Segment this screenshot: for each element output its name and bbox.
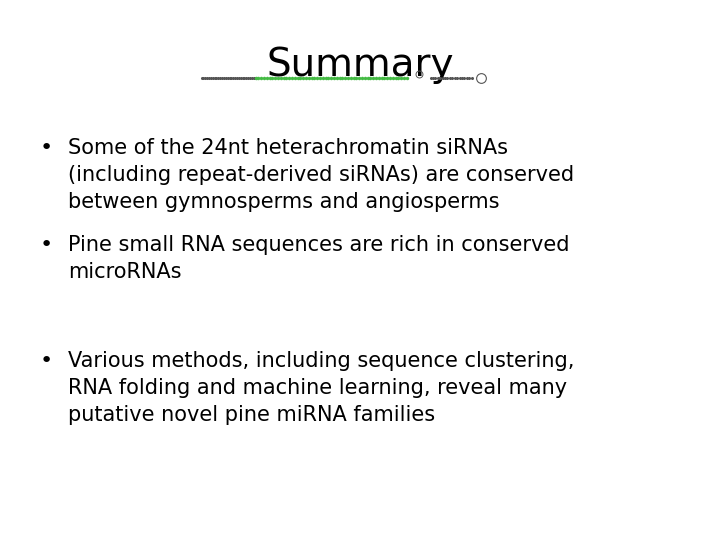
Text: •: • <box>40 235 53 255</box>
Text: Pine small RNA sequences are rich in conserved
microRNAs: Pine small RNA sequences are rich in con… <box>68 235 570 282</box>
Text: •: • <box>40 351 53 371</box>
Text: •: • <box>40 138 53 158</box>
Text: Various methods, including sequence clustering,
RNA folding and machine learning: Various methods, including sequence clus… <box>68 351 575 426</box>
Text: Summary: Summary <box>266 46 454 84</box>
Text: Some of the 24nt heterachromatin siRNAs
(including repeat-derived siRNAs) are co: Some of the 24nt heterachromatin siRNAs … <box>68 138 575 212</box>
